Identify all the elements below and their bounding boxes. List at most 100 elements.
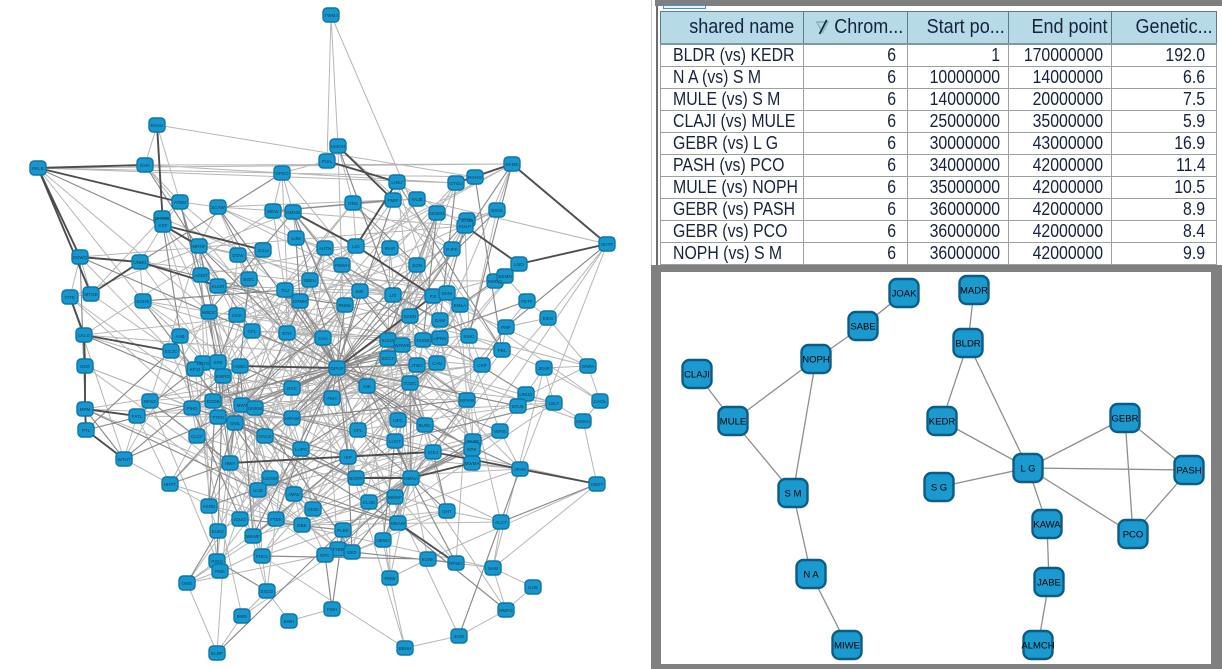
svg-text:SIHG: SIHG	[463, 334, 475, 339]
svg-text:FTEK: FTEK	[270, 517, 283, 522]
svg-text:RMFG: RMFG	[499, 608, 513, 613]
svg-text:DUDB: DUDB	[416, 338, 429, 343]
svg-text:PJI: PJI	[430, 294, 437, 299]
svg-text:UNRW: UNRW	[248, 406, 263, 411]
svg-text:UUD: UUD	[253, 488, 264, 493]
svg-text:USGW: USGW	[263, 476, 278, 481]
svg-text:WBDC: WBDC	[202, 310, 217, 315]
svg-text:BWS: BWS	[237, 614, 247, 619]
svg-text:EMLA: EMLA	[454, 303, 467, 308]
svg-text:KSF: KSF	[159, 223, 168, 228]
svg-text:PIHD: PIHD	[187, 406, 199, 411]
svg-text:IGUO: IGUO	[234, 517, 246, 522]
svg-text:FMIF: FMIF	[388, 198, 399, 203]
svg-text:DSWO: DSWO	[73, 255, 88, 260]
svg-text:FHCL: FHCL	[256, 554, 268, 559]
svg-text:S M: S M	[785, 489, 802, 500]
svg-text:LELT: LELT	[549, 401, 560, 406]
svg-text:TTBR: TTBR	[332, 547, 345, 552]
svg-text:KOHE: KOHE	[136, 299, 149, 304]
svg-text:KFJJ: KFJJ	[190, 367, 200, 372]
svg-text:UKTO: UKTO	[197, 361, 210, 366]
svg-text:EGJC: EGJC	[165, 349, 178, 354]
svg-text:IMK: IMK	[356, 289, 365, 294]
svg-text:UPNN: UPNN	[433, 336, 446, 341]
svg-text:UJIS: UJIS	[528, 585, 538, 590]
svg-text:PLEK: PLEK	[337, 528, 350, 533]
svg-text:RGHG: RGHG	[468, 175, 482, 180]
svg-text:KEDR: KEDR	[929, 417, 956, 428]
svg-text:CAOL: CAOL	[594, 399, 607, 404]
svg-text:IRAP: IRAP	[385, 246, 396, 251]
svg-text:RFMG: RFMG	[449, 561, 463, 566]
svg-text:PUIL: PUIL	[322, 159, 333, 164]
svg-text:UNBG: UNBG	[133, 260, 147, 265]
svg-text:DAM: DAM	[435, 318, 445, 323]
svg-text:MPM: MPM	[80, 407, 91, 412]
svg-text:UBWJ: UBWJ	[376, 538, 389, 543]
svg-text:HHPT: HHPT	[164, 482, 177, 487]
svg-text:CAA: CAA	[318, 336, 328, 341]
svg-text:TTFO: TTFO	[212, 415, 224, 420]
svg-text:JEHR: JEHR	[538, 366, 551, 371]
svg-text:SBEU: SBEU	[304, 278, 317, 283]
svg-text:LIS: LIS	[390, 293, 397, 298]
svg-text:CKLG: CKLG	[78, 333, 91, 338]
svg-text:FITE: FITE	[65, 295, 75, 300]
svg-text:ANJE: ANJE	[411, 197, 423, 202]
svg-text:ATBM: ATBM	[174, 200, 187, 205]
svg-text:KAWA: KAWA	[1033, 520, 1061, 531]
svg-text:SAW: SAW	[488, 566, 499, 571]
svg-text:ERK: ERK	[467, 447, 477, 452]
svg-text:KKME: KKME	[505, 162, 518, 167]
svg-text:KUCE: KUCE	[382, 338, 395, 343]
svg-text:FDIH: FDIH	[327, 607, 338, 612]
svg-text:GIE: GIE	[363, 384, 371, 389]
svg-text:OMG: OMG	[182, 581, 193, 586]
svg-text:MADR: MADR	[960, 286, 988, 297]
svg-text:LUPS: LUPS	[295, 447, 307, 452]
svg-text:BLDR: BLDR	[955, 339, 980, 350]
svg-text:PTL: PTL	[82, 428, 91, 433]
svg-text:MEW: MEW	[267, 209, 279, 214]
svg-text:L G: L G	[1021, 464, 1036, 475]
svg-text:MWT: MWT	[237, 403, 248, 408]
svg-text:CFL: CFL	[248, 329, 257, 334]
svg-text:PBL: PBL	[498, 348, 507, 353]
svg-text:JION: JION	[412, 263, 422, 268]
svg-text:EODB: EODB	[206, 399, 219, 404]
svg-text:SCAW: SCAW	[211, 205, 225, 210]
svg-text:NFSS: NFSS	[144, 399, 156, 404]
svg-text:EKM: EKM	[442, 291, 452, 296]
svg-text:PJPK: PJPK	[446, 247, 458, 252]
svg-text:WPIS: WPIS	[494, 429, 506, 434]
svg-text:GPMM: GPMM	[293, 299, 307, 304]
svg-text:AAB: AAB	[175, 334, 184, 339]
svg-text:ELBP: ELBP	[211, 651, 223, 656]
svg-text:BWH: BWH	[284, 619, 295, 624]
svg-text:JPAN: JPAN	[514, 467, 525, 472]
svg-text:WMSF: WMSF	[388, 495, 402, 500]
svg-text:JTBO: JTBO	[411, 363, 423, 368]
svg-text:HWA: HWA	[225, 461, 236, 466]
svg-text:GHTF: GHTF	[601, 242, 614, 247]
svg-text:AGMT: AGMT	[194, 273, 207, 278]
svg-text:PCO: PCO	[1123, 530, 1144, 541]
svg-text:EEMN: EEMN	[498, 274, 511, 279]
svg-text:OACK: OACK	[258, 434, 272, 439]
svg-text:AWW: AWW	[288, 492, 300, 497]
svg-text:CLCF: CLCF	[191, 434, 203, 439]
svg-text:ERJK: ERJK	[512, 404, 525, 409]
svg-text:RAC: RAC	[287, 386, 297, 391]
svg-text:KUUR: KUUR	[211, 284, 225, 289]
svg-text:POUI: POUI	[211, 559, 222, 564]
svg-text:NDS: NDS	[80, 364, 90, 369]
svg-text:TAJ: TAJ	[281, 288, 289, 293]
svg-text:AKRD: AKRD	[203, 504, 216, 509]
svg-text:BIOC: BIOC	[243, 277, 255, 282]
svg-text:WFKW: WFKW	[460, 398, 475, 403]
svg-text:IGEJ: IGEJ	[428, 450, 438, 455]
svg-text:MTGE: MTGE	[84, 292, 97, 297]
svg-text:HMNA: HMNA	[404, 476, 418, 481]
svg-text:JGME: JGME	[461, 218, 474, 223]
